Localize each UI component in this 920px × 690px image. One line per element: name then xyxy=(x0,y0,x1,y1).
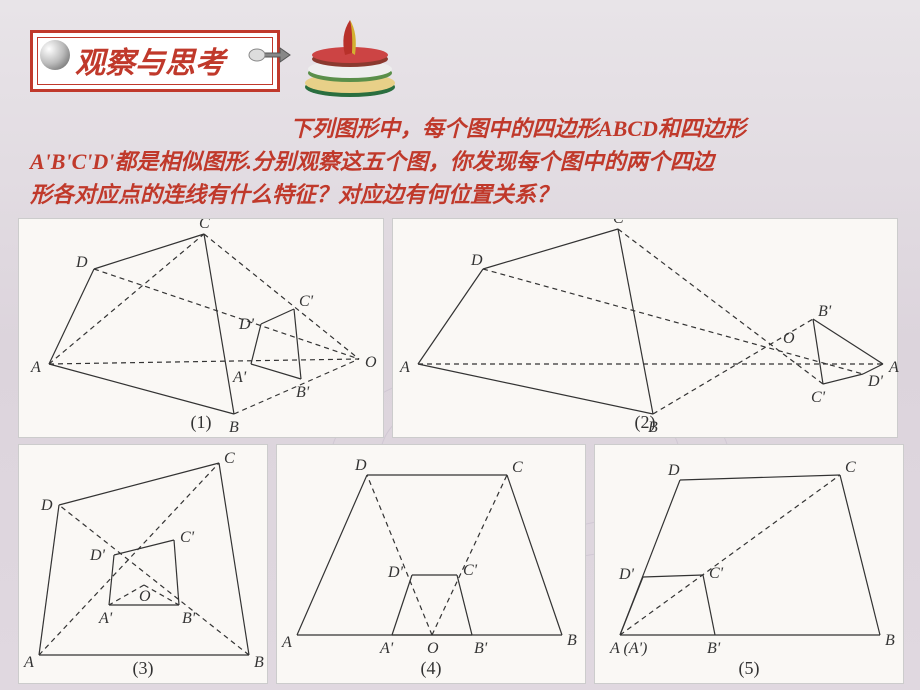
question-text: 下列图形中，每个图中的四边形ABCD和四边形 A'B'C'D'都是相似图形.分别… xyxy=(30,112,890,211)
svg-text:B': B' xyxy=(818,303,832,320)
svg-text:C: C xyxy=(845,459,856,476)
svg-text:D': D' xyxy=(618,566,635,583)
svg-text:B': B' xyxy=(182,610,196,627)
figure-3-label: (3) xyxy=(133,658,154,679)
svg-text:D': D' xyxy=(867,373,884,390)
svg-text:A: A xyxy=(23,654,34,671)
question-line1: 下列图形中，每个图中的四边形ABCD和四边形 xyxy=(290,116,746,141)
svg-text:B': B' xyxy=(474,640,488,657)
svg-text:B: B xyxy=(254,654,264,671)
figure-1-label: (1) xyxy=(191,412,212,433)
figure-4-label: (4) xyxy=(421,658,442,679)
svg-text:O: O xyxy=(139,588,151,605)
svg-text:C': C' xyxy=(811,389,826,406)
svg-text:D: D xyxy=(40,497,53,514)
svg-text:C': C' xyxy=(299,293,314,310)
svg-text:C: C xyxy=(199,219,210,232)
question-line2: A'B'C'D'都是相似图形.分别观察这五个图，你发现每个图中的两个四边 xyxy=(30,149,714,174)
svg-text:C': C' xyxy=(709,565,724,582)
figure-5: A (A') B C D B' C' D' (5) xyxy=(594,444,904,684)
figure-5-label: (5) xyxy=(739,658,760,679)
svg-text:O: O xyxy=(365,354,377,371)
svg-text:O: O xyxy=(427,640,439,657)
svg-text:C: C xyxy=(224,450,235,467)
books-icon xyxy=(300,15,400,100)
figure-2-label: (2) xyxy=(635,412,656,433)
svg-text:O: O xyxy=(783,330,795,347)
svg-text:D: D xyxy=(354,457,367,474)
svg-text:A': A' xyxy=(232,369,247,386)
svg-text:A: A xyxy=(30,359,41,376)
header-title: 观察与思考 xyxy=(75,38,225,82)
svg-text:D: D xyxy=(75,254,88,271)
sphere-icon xyxy=(40,40,70,70)
pointing-hand-icon xyxy=(245,38,295,68)
svg-text:A': A' xyxy=(379,640,394,657)
svg-text:A: A xyxy=(281,634,292,651)
svg-text:D: D xyxy=(470,252,483,269)
figure-1: A B C D A' B' C' D' O (1) xyxy=(18,218,384,438)
svg-text:B: B xyxy=(567,632,577,649)
svg-text:D': D' xyxy=(387,564,404,581)
svg-text:B: B xyxy=(885,632,895,649)
svg-text:C: C xyxy=(512,459,523,476)
svg-text:A: A xyxy=(399,359,410,376)
figure-3: A B C D A' B' C' D' O (3) xyxy=(18,444,268,684)
svg-text:C': C' xyxy=(180,529,195,546)
svg-text:A': A' xyxy=(98,610,113,627)
figure-2: ABCDA'B'C'D'O (2) xyxy=(392,218,898,438)
svg-text:C: C xyxy=(613,219,624,227)
figure-4: A B C D A' B' C' D' O (4) xyxy=(276,444,586,684)
figure-row-1: A B C D A' B' C' D' O (1) A B C D A' B' C' D' O (2) xyxy=(18,218,898,438)
svg-text:B: B xyxy=(229,419,239,436)
figure-row-2: ABCDA'B'C'D'O (3) ABCDA'B'C'D'O (4) A (A… xyxy=(18,444,904,684)
svg-text:D': D' xyxy=(89,547,106,564)
question-line3: 形各对应点的连线有什么特征？对应边有何位置关系？ xyxy=(30,182,558,207)
svg-text:B': B' xyxy=(296,384,310,401)
svg-text:D: D xyxy=(667,462,680,479)
svg-text:A (A'): A (A') xyxy=(609,640,647,657)
svg-text:B': B' xyxy=(707,640,721,657)
svg-text:A': A' xyxy=(888,359,899,376)
svg-text:C': C' xyxy=(463,562,478,579)
svg-text:D': D' xyxy=(238,316,255,333)
